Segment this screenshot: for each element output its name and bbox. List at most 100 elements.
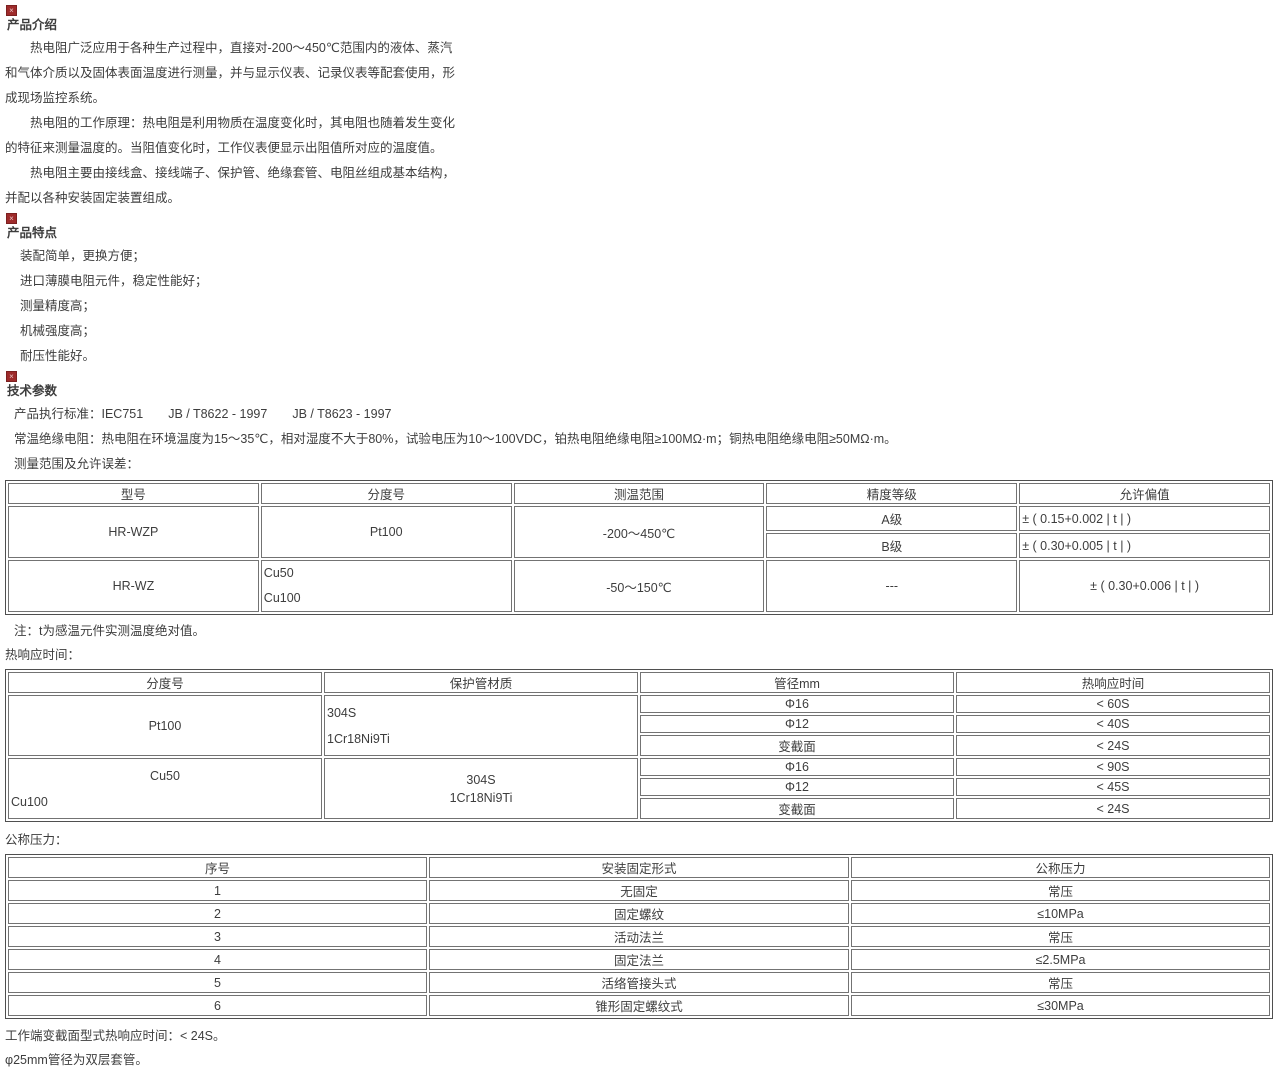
pressure-cell: 常压 (851, 926, 1270, 947)
seq-cell: 2 (8, 903, 427, 924)
column-header: 分度号 (8, 672, 322, 693)
table-row: B级 ± ( 0.30+0.005 | t | ) (8, 533, 1270, 558)
mount-type-cell: 活络管接头式 (428, 972, 850, 993)
table-note: 注：t为感温元件实测温度绝对值。 (14, 624, 205, 638)
time-cell: < 24S (956, 798, 1270, 819)
table-row: HR-WZ Cu50 Cu100 -50～150℃ --- ± ( 0.30+0… (8, 560, 1270, 612)
column-header: 型号 (8, 483, 259, 504)
diameter-cell: Φ16 (640, 695, 954, 713)
table-row: HR-WZP Pt100 -200～450℃ A级 ± ( 0.15+0.002… (8, 506, 1270, 558)
section-title-features: 产品特点 (7, 226, 58, 240)
mount-type-cell: 固定螺纹 (428, 903, 850, 924)
pressure-cell: ≤10MPa (851, 903, 1270, 924)
diameter-cell: 变截面 (640, 735, 954, 756)
graduation-cell: Pt100 (8, 695, 322, 756)
graduation-line: Cu100 (11, 794, 48, 809)
column-header: 序号 (8, 857, 427, 878)
column-header: 热响应时间 (956, 672, 1270, 693)
feature-item: 测量精度高； (20, 299, 96, 313)
feature-item: 装配简单，更换方便； (20, 249, 146, 263)
table-row: Φ12 < 45S (8, 778, 1270, 796)
footer-note: φ25mm管径为双层套管。 (5, 1053, 148, 1067)
broken-image-icon: × (6, 213, 17, 224)
diameter-cell: Φ16 (640, 758, 954, 776)
material-cell: 304S 1Cr18Ni9Ti (324, 695, 638, 756)
broken-image-icon: × (6, 5, 17, 16)
time-cell: < 45S (956, 778, 1270, 796)
column-header: 允许偏值 (1019, 483, 1270, 504)
pressure-cell: 常压 (851, 880, 1270, 901)
pressure-cell: 常压 (851, 972, 1270, 993)
range-cell: -200～450℃ (513, 506, 765, 558)
diameter-cell: 变截面 (640, 798, 954, 819)
range-error-label: 测量范围及允许误差： (14, 457, 140, 471)
graduation-line: Cu100 (263, 591, 301, 605)
model-cell: HR-WZP (8, 506, 259, 558)
column-header: 精度等级 (766, 483, 1018, 504)
column-header: 管径mm (640, 672, 954, 693)
table-row: Pt100 304S 1Cr18Ni9Ti Φ16 < 60S (8, 695, 1270, 756)
graduation-line: Cu50 (150, 768, 180, 783)
table-row: 2 固定螺纹 ≤10MPa (8, 903, 1270, 924)
table-row: Cu50 Cu100 304S 1Cr18Ni9Ti Φ16 < 90S (8, 758, 1270, 819)
feature-item: 进口薄膜电阻元件，稳定性能好； (20, 274, 208, 288)
footer-note: 工作端变截面型式热响应时间：< 24S。 (5, 1029, 226, 1043)
intro-paragraph: 热电阻主要由接线盒、接线端子、保护管、绝缘套管、电阻丝组成基本结构，并配以各种安… (5, 166, 456, 205)
range-error-table: 型号 分度号 测温范围 精度等级 允许偏值 HR-WZP Pt100 -200～… (5, 480, 1273, 615)
material-line: 304S (327, 705, 357, 720)
material-line: 304S (466, 772, 496, 787)
features-list: 装配简单，更换方便； 进口薄膜电阻元件，稳定性能好； 测量精度高； 机械强度高；… (5, 244, 1278, 369)
diameter-cell: Φ12 (640, 778, 954, 796)
intro-paragraph: 热电阻广泛应用于各种生产过程中，直接对-200～450℃范围内的液体、蒸汽和气体… (5, 41, 456, 105)
material-line: 1Cr18Ni9Ti (327, 731, 390, 746)
seq-cell: 3 (8, 926, 427, 947)
time-cell: < 60S (956, 695, 1270, 713)
time-cell: < 90S (956, 758, 1270, 776)
section-title-tech: 技术参数 (7, 384, 58, 398)
mount-type-cell: 锥形固定螺纹式 (428, 995, 850, 1016)
grade-cell: A级 (766, 506, 1018, 531)
table-row: Φ12 < 40S (8, 715, 1270, 733)
graduation-cell: Pt100 (260, 506, 512, 558)
response-time-table: 分度号 保护管材质 管径mm 热响应时间 Pt100 304S 1Cr18Ni9… (5, 669, 1273, 822)
column-header: 安装固定形式 (428, 857, 850, 878)
intro-paragraph: 热电阻的工作原理：热电阻是利用物质在温度变化时，其电阻也随着发生变化的特征来测量… (5, 116, 456, 155)
grade-cell: --- (766, 560, 1018, 612)
standards-line: 产品执行标准：IEC751 JB / T8622 - 1997 JB / T86… (14, 407, 392, 421)
mount-type-cell: 无固定 (428, 880, 850, 901)
pressure-cell: ≤2.5MPa (851, 949, 1270, 970)
column-header: 公称压力 (851, 857, 1270, 878)
table-row: 4 固定法兰 ≤2.5MPa (8, 949, 1270, 970)
seq-cell: 4 (8, 949, 427, 970)
deviation-cell: ± ( 0.15+0.002 | t | ) (1019, 506, 1270, 531)
pressure-table: 序号 安装固定形式 公称压力 1 无固定 常压 2 固定螺纹 ≤10MPa 3 … (5, 854, 1273, 1019)
range-cell: -50～150℃ (513, 560, 765, 612)
response-time-label: 热响应时间： (5, 648, 81, 662)
graduation-cell: Cu50 Cu100 (8, 758, 322, 819)
table-row: 6 锥形固定螺纹式 ≤30MPa (8, 995, 1270, 1016)
diameter-cell: Φ12 (640, 715, 954, 733)
mount-type-cell: 固定法兰 (428, 949, 850, 970)
table-row: 1 无固定 常压 (8, 880, 1270, 901)
table-row: 3 活动法兰 常压 (8, 926, 1270, 947)
mount-type-cell: 活动法兰 (428, 926, 850, 947)
column-header: 保护管材质 (324, 672, 638, 693)
table-row: 5 活络管接头式 常压 (8, 972, 1270, 993)
grade-cell: B级 (766, 533, 1018, 558)
table-row: 变截面 < 24S (8, 735, 1270, 756)
section-title-intro: 产品介绍 (7, 18, 58, 32)
intro-paragraphs: 热电阻广泛应用于各种生产过程中，直接对-200～450℃范围内的液体、蒸汽和气体… (5, 36, 461, 211)
insulation-line: 常温绝缘电阻：热电阻在环境温度为15～35℃，相对湿度不大于80%，试验电压为1… (14, 432, 897, 446)
seq-cell: 1 (8, 880, 427, 901)
graduation-cell: Cu50 Cu100 (260, 560, 512, 612)
pressure-label: 公称压力： (5, 833, 68, 847)
model-cell: HR-WZ (8, 560, 259, 612)
table-header-row: 型号 分度号 测温范围 精度等级 允许偏值 (8, 483, 1270, 504)
feature-item: 机械强度高； (20, 324, 96, 338)
table-row: 变截面 < 24S (8, 798, 1270, 819)
broken-image-icon: × (6, 371, 17, 382)
column-header: 分度号 (260, 483, 512, 504)
table-header-row: 分度号 保护管材质 管径mm 热响应时间 (8, 672, 1270, 693)
feature-item: 耐压性能好。 (20, 349, 96, 363)
